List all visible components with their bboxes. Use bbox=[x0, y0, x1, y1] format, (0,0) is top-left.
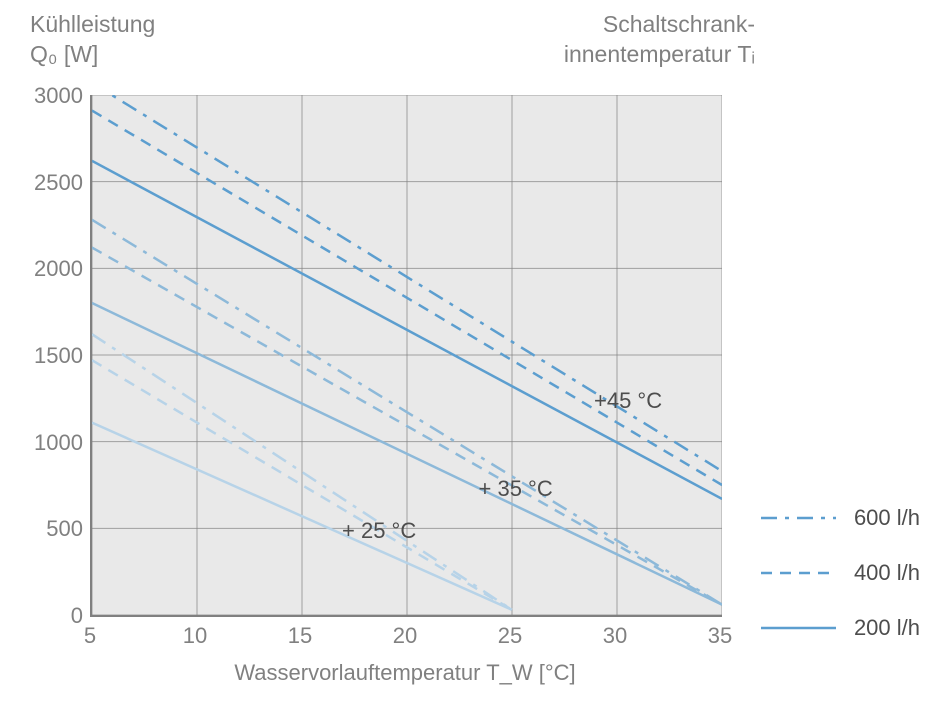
chart-container: Kühlleistung Q₀ [W] Schaltschrank- innen… bbox=[0, 0, 945, 714]
x-tick-label: 15 bbox=[280, 623, 320, 649]
legend-label: 200 l/h bbox=[854, 615, 920, 641]
x-axis-title-text: Wasservorlauftemperatur T_W [°C] bbox=[234, 660, 575, 685]
secondary-title-line1: Schaltschrank- bbox=[603, 11, 755, 37]
inline-series-label: + 35 °C bbox=[479, 476, 553, 502]
x-axis-title: Wasservorlauftemperatur T_W [°C] bbox=[0, 660, 810, 686]
x-tick-label: 35 bbox=[700, 623, 740, 649]
x-tick-label: 20 bbox=[385, 623, 425, 649]
inline-series-label: + 25 °C bbox=[342, 518, 416, 544]
y-tick-label: 1000 bbox=[3, 430, 83, 456]
y-axis-title: Kühlleistung Q₀ [W] bbox=[30, 10, 155, 70]
y-axis-title-line2: Q₀ [W] bbox=[30, 41, 98, 67]
legend-item: 600 l/h bbox=[761, 490, 920, 545]
legend-item: 200 l/h bbox=[761, 600, 920, 655]
y-tick-label: 1500 bbox=[3, 343, 83, 369]
legend: 600 l/h 400 l/h 200 l/h bbox=[761, 490, 920, 655]
secondary-title: Schaltschrank- innentemperatur Tᵢ bbox=[564, 10, 755, 70]
x-tick-label: 5 bbox=[70, 623, 110, 649]
legend-swatch bbox=[761, 561, 836, 585]
inline-series-label: +45 °C bbox=[594, 388, 662, 414]
y-tick-label: 2500 bbox=[3, 170, 83, 196]
y-tick-label: 2000 bbox=[3, 256, 83, 282]
legend-label: 600 l/h bbox=[854, 505, 920, 531]
y-axis-title-line1: Kühlleistung bbox=[30, 11, 155, 37]
y-tick-label: 3000 bbox=[3, 83, 83, 109]
legend-item: 400 l/h bbox=[761, 545, 920, 600]
legend-swatch bbox=[761, 616, 836, 640]
y-tick-label: 500 bbox=[3, 516, 83, 542]
x-tick-label: 10 bbox=[175, 623, 215, 649]
x-tick-label: 30 bbox=[595, 623, 635, 649]
legend-label: 400 l/h bbox=[854, 560, 920, 586]
secondary-title-line2: innentemperatur Tᵢ bbox=[564, 41, 755, 67]
x-tick-label: 25 bbox=[490, 623, 530, 649]
legend-swatch bbox=[761, 506, 836, 530]
